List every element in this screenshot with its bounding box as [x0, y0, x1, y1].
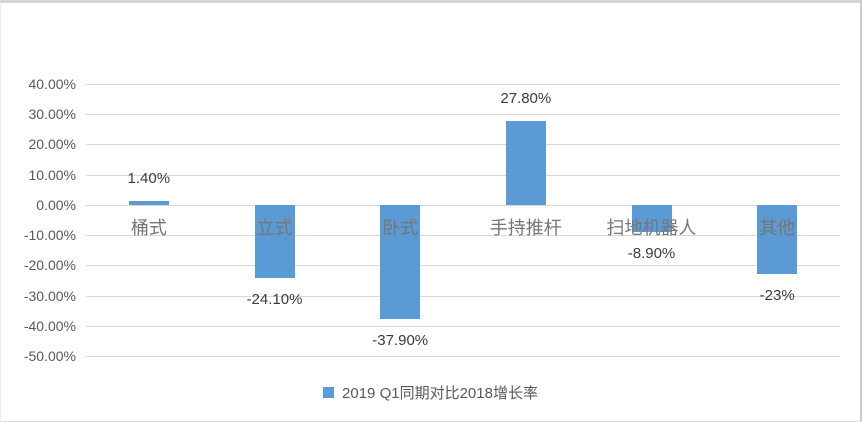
y-tick-label: 0.00% — [36, 196, 76, 213]
gridline — [86, 174, 840, 176]
gridline — [86, 265, 840, 267]
gridline — [86, 295, 840, 297]
bar — [631, 204, 672, 232]
y-axis: 40.00% 30.00% 20.00% 10.00% 0.00% -10.00% -20.… — [1, 3, 76, 421]
category-label: 桶式 — [130, 217, 167, 238]
category-label: 其他 — [759, 217, 796, 238]
bar-data-label: -23% — [759, 287, 795, 305]
bar-data-label: -37.90% — [372, 332, 429, 350]
bar-data-label: 1.40% — [127, 169, 171, 187]
gridline — [86, 84, 840, 85]
plot-area: 1.40% 桶式 -24.10% 立式 -37.90% 卧式 27.80% 手持推杆 -8.90… — [86, 84, 840, 357]
y-tick-label: -10.00% — [23, 227, 76, 244]
y-tick-label: -30.00% — [23, 287, 76, 304]
gridline — [86, 204, 840, 206]
y-tick-label: -40.00% — [23, 317, 76, 334]
bar-data-label: 27.80% — [500, 89, 552, 107]
category-label: 扫地机器人 — [606, 217, 697, 238]
y-tick-label: -20.00% — [23, 257, 76, 274]
y-tick-label: 30.00% — [28, 106, 76, 123]
gridline — [86, 356, 840, 357]
y-tick-label: 20.00% — [28, 136, 76, 153]
bar — [505, 120, 546, 205]
gridline — [86, 144, 840, 146]
gridline — [86, 114, 840, 116]
bar — [380, 204, 421, 320]
bar — [128, 200, 169, 205]
gridline — [86, 235, 840, 237]
category-label: 手持推杆 — [489, 217, 562, 238]
y-tick-label: -50.00% — [23, 348, 76, 364]
category-label: 卧式 — [382, 217, 419, 238]
y-tick-label: 40.00% — [28, 76, 76, 92]
gridline — [86, 325, 840, 327]
category-label: 立式 — [256, 217, 293, 238]
bar — [757, 204, 798, 275]
y-tick-label: 10.00% — [28, 166, 76, 183]
legend: 2019 Q1同期对比2018增长率 — [1, 382, 860, 403]
bar-data-label: -8.90% — [627, 244, 676, 262]
bar-data-label: -24.10% — [246, 290, 303, 308]
legend-label: 2019 Q1同期对比2018增长率 — [342, 385, 538, 402]
legend-swatch-icon — [323, 387, 335, 398]
bar — [254, 204, 295, 278]
